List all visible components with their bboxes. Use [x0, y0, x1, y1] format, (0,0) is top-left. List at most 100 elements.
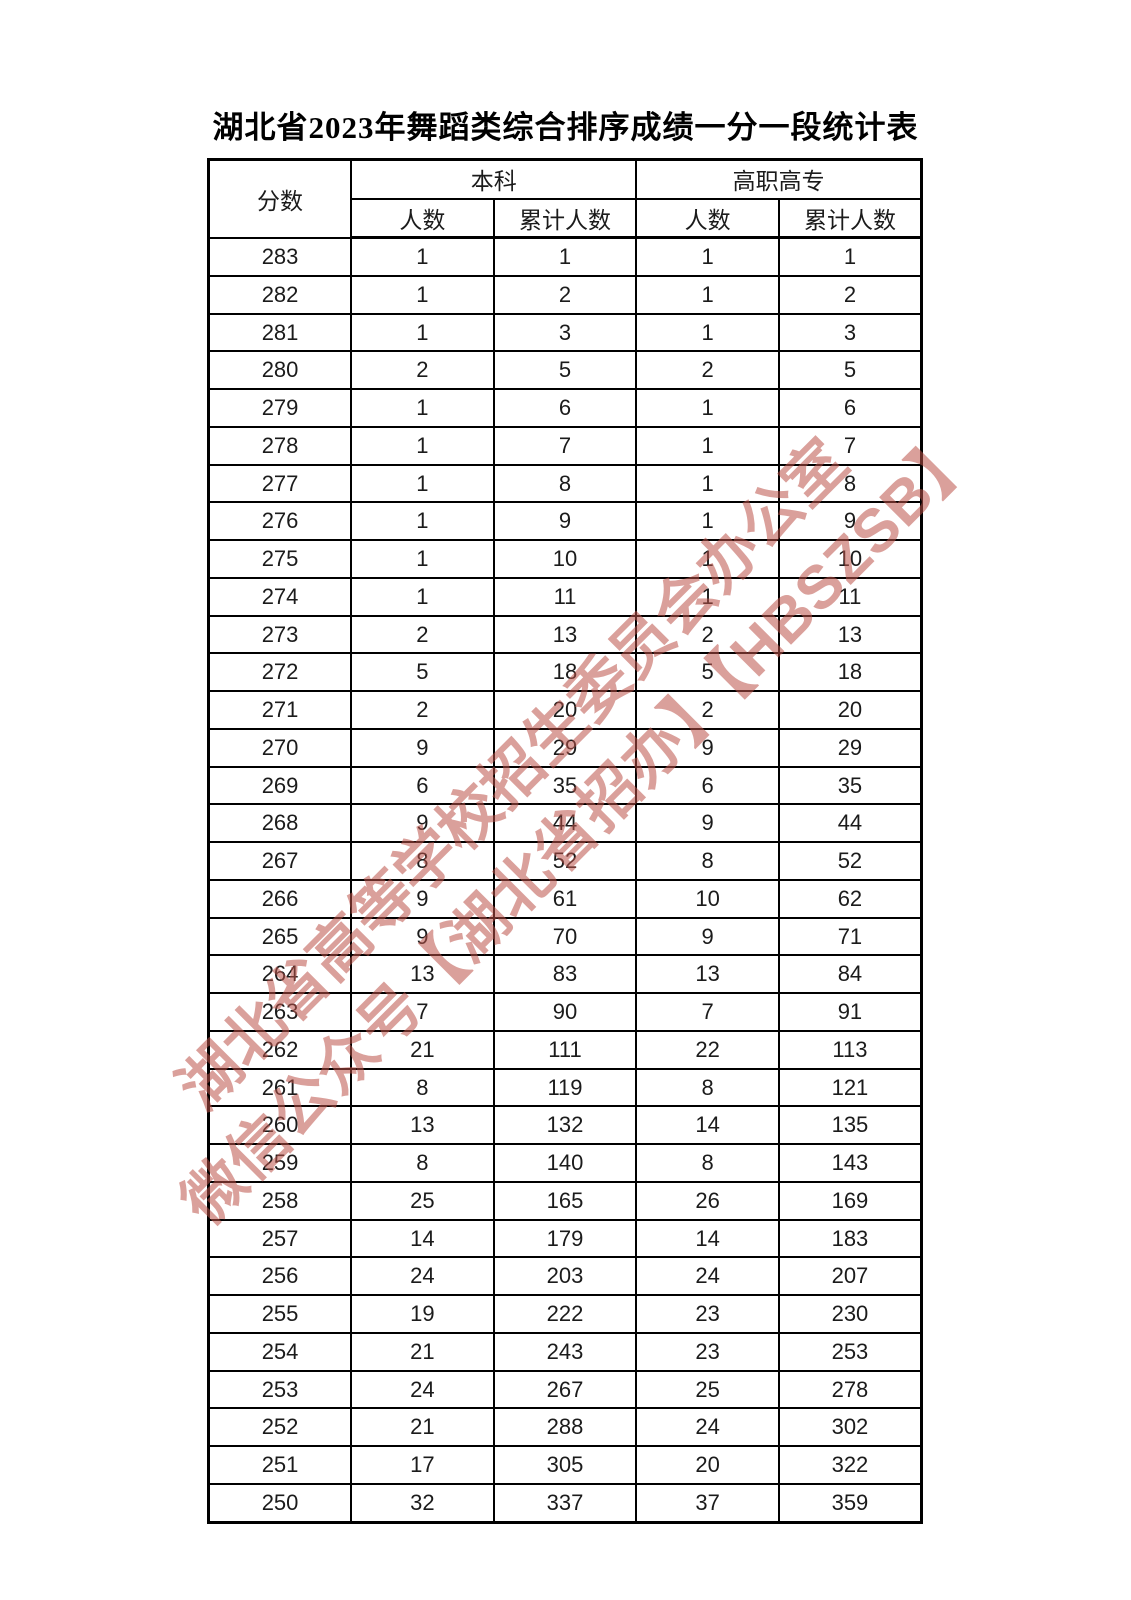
cell-bk_cum: 337 [492, 1482, 638, 1524]
cell-bk_count: 21 [350, 1331, 495, 1372]
cell-bk_count: 8 [350, 1143, 495, 1183]
cell-score: 259 [207, 1143, 353, 1183]
cell-gz_count: 23 [635, 1331, 780, 1372]
table-row: 269 6 35 6 35 [207, 765, 923, 806]
cell-gz_count: 1 [635, 312, 780, 353]
cell-bk_cum: 132 [492, 1105, 638, 1146]
header-gz-count: 人数 [635, 197, 780, 239]
header-gz-cumulative: 累计人数 [777, 197, 923, 239]
cell-bk_cum: 18 [492, 652, 638, 693]
cell-bk_cum: 61 [492, 878, 638, 919]
table-header: 分数 本科 高职高专 人数 累计人数 人数 累计人数 [207, 158, 923, 239]
table-row: 264 13 83 13 84 [207, 954, 923, 995]
cell-gz_cum: 35 [777, 765, 923, 806]
table-row: 267 8 52 8 52 [207, 841, 923, 881]
cell-bk_count: 8 [350, 1067, 495, 1108]
cell-score: 253 [207, 1369, 353, 1410]
cell-gz_count: 8 [635, 1143, 780, 1183]
cell-gz_count: 9 [635, 727, 780, 768]
cell-bk_cum: 119 [492, 1067, 638, 1108]
cell-score: 279 [207, 388, 353, 428]
cell-bk_count: 1 [350, 388, 495, 428]
cell-bk_count: 5 [350, 652, 495, 693]
cell-gz_count: 37 [635, 1482, 780, 1524]
cell-score: 281 [207, 312, 353, 353]
table-row: 272 5 18 5 18 [207, 652, 923, 693]
cell-gz_count: 1 [635, 425, 780, 466]
table-row: 262 21 111 22 113 [207, 1029, 923, 1070]
cell-gz_count: 8 [635, 841, 780, 881]
cell-gz_count: 9 [635, 916, 780, 957]
cell-bk_count: 13 [350, 1105, 495, 1146]
cell-bk_cum: 29 [492, 727, 638, 768]
cell-gz_cum: 71 [777, 916, 923, 957]
table-row: 261 8 119 8 121 [207, 1067, 923, 1108]
cell-bk_cum: 44 [492, 803, 638, 844]
cell-bk_count: 1 [350, 274, 495, 315]
cell-gz_cum: 169 [777, 1180, 923, 1221]
cell-bk_count: 7 [350, 992, 495, 1032]
cell-score: 263 [207, 992, 353, 1032]
cell-gz_cum: 44 [777, 803, 923, 844]
table-row: 255 19 222 23 230 [207, 1294, 923, 1334]
cell-score: 278 [207, 425, 353, 466]
cell-gz_count: 8 [635, 1067, 780, 1108]
cell-gz_cum: 121 [777, 1067, 923, 1108]
cell-bk_count: 9 [350, 878, 495, 919]
table-body: 283 1 1 1 1 282 1 2 1 2 281 1 3 1 3 280 2 5 2 5 279 1 6 1 6 278 1 7… [207, 236, 923, 1524]
cell-bk_cum: 2 [492, 274, 638, 315]
table-row: 280 2 5 2 5 [207, 350, 923, 391]
cell-score: 268 [207, 803, 353, 844]
cell-gz_cum: 52 [777, 841, 923, 881]
cell-gz_count: 5 [635, 652, 780, 693]
table-row: 257 14 179 14 183 [207, 1218, 923, 1259]
cell-score: 262 [207, 1029, 353, 1070]
cell-gz_count: 24 [635, 1256, 780, 1297]
cell-bk_cum: 203 [492, 1256, 638, 1297]
cell-bk_count: 1 [350, 501, 495, 542]
cell-gz_count: 1 [635, 236, 780, 277]
page-title: 湖北省2023年舞蹈类综合排序成绩一分一段统计表 [212, 110, 919, 145]
cell-bk_count: 9 [350, 727, 495, 768]
cell-score: 282 [207, 274, 353, 315]
cell-score: 258 [207, 1180, 353, 1221]
cell-bk_cum: 9 [492, 501, 638, 542]
cell-gz_count: 1 [635, 539, 780, 579]
cell-gz_count: 6 [635, 765, 780, 806]
table-row: 263 7 90 7 91 [207, 992, 923, 1032]
cell-bk_cum: 6 [492, 388, 638, 428]
cell-gz_cum: 1 [777, 236, 923, 277]
cell-bk_cum: 7 [492, 425, 638, 466]
cell-bk_cum: 1 [492, 236, 638, 277]
cell-bk_count: 13 [350, 954, 495, 995]
cell-score: 280 [207, 350, 353, 391]
table-row: 265 9 70 9 71 [207, 916, 923, 957]
header-score-column: 分数 [207, 158, 353, 239]
cell-gz_cum: 8 [777, 463, 923, 504]
cell-gz_count: 14 [635, 1105, 780, 1146]
cell-score: 267 [207, 841, 353, 881]
cell-bk_count: 9 [350, 803, 495, 844]
table-row: 282 1 2 1 2 [207, 274, 923, 315]
cell-gz_cum: 29 [777, 727, 923, 768]
table-row: 259 8 140 8 143 [207, 1143, 923, 1183]
cell-gz_cum: 13 [777, 614, 923, 655]
table-row: 258 25 165 26 169 [207, 1180, 923, 1221]
table-row: 256 24 203 24 207 [207, 1256, 923, 1297]
cell-gz_count: 24 [635, 1407, 780, 1448]
cell-score: 261 [207, 1067, 353, 1108]
cell-bk_cum: 165 [492, 1180, 638, 1221]
cell-bk_cum: 140 [492, 1143, 638, 1183]
header-row-sub: 人数 累计人数 人数 累计人数 [209, 197, 923, 239]
cell-gz_count: 14 [635, 1218, 780, 1259]
cell-gz_count: 25 [635, 1369, 780, 1410]
cell-bk_cum: 52 [492, 841, 638, 881]
cell-gz_count: 1 [635, 576, 780, 617]
cell-gz_count: 1 [635, 388, 780, 428]
cell-score: 271 [207, 690, 353, 730]
header-row-groups: 分数 本科 高职高专 [207, 158, 923, 239]
cell-gz_count: 20 [635, 1445, 780, 1485]
cell-bk_count: 9 [350, 916, 495, 957]
cell-bk_count: 14 [350, 1218, 495, 1259]
cell-gz_cum: 6 [777, 388, 923, 428]
